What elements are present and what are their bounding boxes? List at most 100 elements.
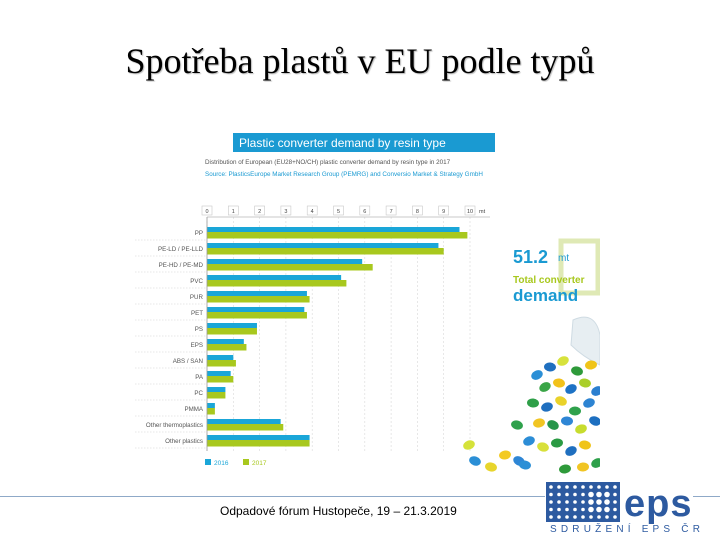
bar-2016 [207,227,460,232]
eps-dot-grid-icon [546,482,620,522]
x-tick-label: 0 [205,209,208,215]
eps-dot [573,507,577,512]
plastic-pellet [579,378,591,388]
eps-dot [549,515,553,519]
plastic-pellet [511,420,523,430]
plastic-pellet [544,362,556,372]
bar-2017 [207,392,226,399]
bar-2016 [207,355,234,360]
x-tick-label: 7 [390,209,393,215]
eps-dot [573,515,577,519]
beaker-shape [570,316,600,366]
category-label: EPS [191,342,203,349]
category-label: Other thermoplastics [146,422,203,429]
x-tick-label: 2 [258,209,261,215]
x-tick-box [359,205,371,216]
x-tick-label: 5 [337,209,340,215]
x-tick-box [280,205,292,216]
category-label: PUR [190,294,204,301]
plastic-pellet [547,420,559,430]
category-label: PE-LD / PE-LLD [158,246,204,253]
x-tick-box [254,205,265,216]
plastic-pellet [577,462,589,472]
footer-divider-right [693,496,720,497]
bar-2016 [207,259,363,264]
highlight-label-line1: Total converter [513,275,585,286]
eps-dot [588,499,594,505]
category-label: Other plastics [165,438,203,445]
legend-swatch-2017 [243,459,249,465]
category-label: PP [195,230,203,237]
eps-logo: eps SDRUŽENÍ EPS ČR [546,482,700,538]
eps-dot [573,485,577,489]
plastic-pellet [469,456,481,466]
eps-dot [613,492,617,497]
category-label: PC [194,390,203,397]
plastic-pellet [519,460,531,470]
bar-2016 [207,419,281,424]
bar-2017 [207,360,236,367]
eps-dot [549,500,553,504]
x-tick-box [438,205,450,216]
bar-2016 [207,387,226,392]
x-tick-label: 4 [311,209,314,215]
bar-2017 [207,232,468,239]
plastic-pellet [557,356,569,366]
eps-logo-subtitle: SDRUŽENÍ EPS ČR [550,524,705,535]
eps-dot [557,492,561,497]
eps-dot [581,492,585,497]
x-tick-label: 10 [467,209,473,215]
plastic-pellet [589,416,600,426]
highlight-label-line2: demand [513,286,578,305]
eps-dot [596,506,602,513]
plastic-pellet [571,366,583,376]
plastic-pellet [555,396,567,406]
eps-dot [613,515,617,519]
plastic-pellet [585,360,597,370]
eps-dot [557,500,561,504]
bar-2017 [207,424,284,431]
eps-dot [549,492,553,497]
bar-2016 [207,275,342,280]
plastic-pellet [499,450,511,460]
chart-subtitle: Distribution of European (EU28+NO/CH) pl… [205,159,451,166]
eps-dot [573,492,577,497]
plastic-pellet [551,438,563,448]
highlight-value: 51.2 [513,247,548,267]
highlight-frame [558,238,600,296]
eps-dot [589,485,593,489]
x-tick-label: 8 [416,209,419,215]
eps-dot [581,515,585,519]
category-label: PE-HD / PE-MD [159,262,204,269]
eps-dot [557,515,561,519]
x-tick-box [385,205,397,216]
eps-dot [557,485,561,489]
eps-dot [597,515,601,519]
plastic-pellet [579,440,591,450]
plastic-pellet [541,402,553,412]
bar-2016 [207,291,307,296]
x-tick-box [464,205,476,216]
chart-panel: Plastic converter demand by resin type Di… [125,125,600,480]
plastic-pellet [591,386,600,396]
x-tick-label: 9 [442,209,445,215]
eps-dot [613,500,617,504]
plastic-pellet [553,378,565,388]
bar-2017 [207,408,215,415]
bar-2016 [207,323,257,328]
plastic-pellet [533,418,545,428]
eps-dot [549,507,553,512]
eps-dot [596,491,602,498]
chart-title: Plastic converter demand by resin type [239,136,446,150]
bar-2016 [207,435,310,440]
eps-dot [604,491,610,498]
eps-dot [581,485,585,489]
bar-2016 [207,339,244,344]
eps-dot [604,499,610,505]
x-tick-label: 3 [284,209,287,215]
plastic-pellet [463,440,475,450]
eps-dot [597,485,601,489]
highlight-unit: mt [558,253,569,264]
category-label: PVC [190,278,203,285]
bar-2017 [207,344,247,351]
